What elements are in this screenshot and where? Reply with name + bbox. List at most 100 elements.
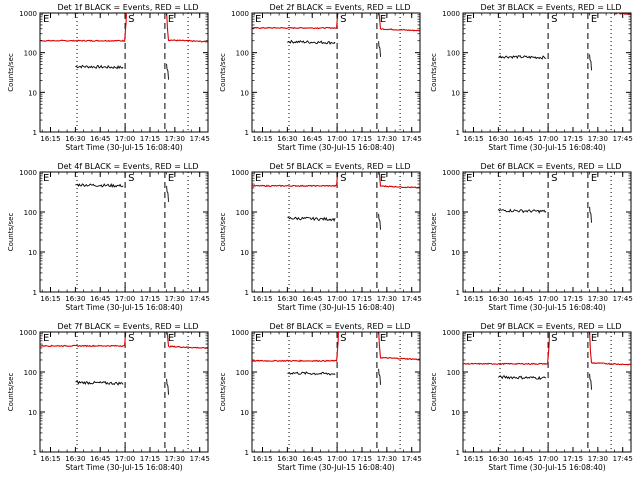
y-tick-label: 1000 bbox=[231, 10, 249, 18]
marker-label: S bbox=[128, 333, 134, 344]
x-tick-label: 17:30 bbox=[165, 455, 185, 463]
x-tick-label: 16:45 bbox=[302, 135, 322, 143]
lld-series bbox=[252, 332, 420, 363]
events-series-after bbox=[589, 206, 592, 223]
plot-frame bbox=[39, 12, 209, 133]
x-axis-label: Start Time (30-Jul-15 16:08:40) bbox=[488, 303, 605, 312]
marker-label: E bbox=[591, 14, 597, 25]
x-tick-label: 17:00 bbox=[538, 455, 558, 463]
events-series-after bbox=[166, 185, 169, 202]
panel-det-1: Det 1f BLACK = Events, RED = LLD 1 10 100 10… bbox=[7, 3, 210, 152]
plot-frame bbox=[251, 331, 421, 453]
y-tick-label: 100 bbox=[24, 369, 37, 377]
events-series-after bbox=[166, 63, 169, 80]
panel-det-8: Det 8f BLACK = Events, RED = LLD 1 10 100 10… bbox=[219, 322, 422, 472]
x-tick-label: 16:15 bbox=[252, 455, 272, 463]
y-tick-label: 1 bbox=[33, 129, 37, 137]
x-tick-label: 17:00 bbox=[327, 455, 347, 463]
events-series bbox=[75, 380, 124, 386]
x-tick-label: 17:30 bbox=[377, 455, 397, 463]
x-tick-label: 17:30 bbox=[377, 295, 397, 303]
marker-label: E bbox=[380, 333, 386, 344]
plot-area bbox=[40, 172, 189, 292]
x-axis-label: Start Time (30-Jul-15 16:08:40) bbox=[488, 143, 605, 152]
plot-frame bbox=[251, 171, 421, 293]
marker-label: E bbox=[43, 333, 49, 344]
x-tick-label: 17:00 bbox=[327, 295, 347, 303]
marker-label: S bbox=[340, 173, 346, 184]
x-axis-label: Start Time (30-Jul-15 16:08:40) bbox=[488, 463, 605, 472]
lld-series bbox=[252, 172, 420, 189]
marker-label: E bbox=[255, 173, 261, 184]
x-tick-label: 17:45 bbox=[402, 135, 422, 143]
plot-area bbox=[463, 13, 631, 132]
plot-area bbox=[40, 332, 208, 452]
y-tick-label: 10 bbox=[28, 409, 37, 417]
plot-area bbox=[252, 172, 420, 292]
x-tick-label: 17:30 bbox=[588, 295, 608, 303]
y-tick-label: 1000 bbox=[442, 329, 460, 337]
y-tick-label: 100 bbox=[236, 209, 249, 217]
x-tick-label: 16:15 bbox=[463, 295, 483, 303]
x-tick-label: 17:00 bbox=[538, 135, 558, 143]
events-series-after bbox=[589, 54, 592, 71]
y-tick-label: 1 bbox=[245, 289, 249, 297]
panel-det-5: Det 5f BLACK = Events, RED = LLD 1 10 100 10… bbox=[219, 162, 422, 312]
panel-title: Det 4f BLACK = Events, RED = LLD bbox=[57, 162, 198, 171]
plot-frame bbox=[462, 12, 632, 133]
y-tick-label: 1 bbox=[245, 129, 249, 137]
plot-area bbox=[463, 172, 612, 292]
y-tick-label: 1 bbox=[33, 449, 37, 457]
x-tick-label: 17:15 bbox=[563, 295, 583, 303]
x-axis-label: Start Time (30-Jul-15 16:08:40) bbox=[65, 463, 182, 472]
y-tick-label: 10 bbox=[240, 89, 249, 97]
y-tick-label: 100 bbox=[24, 209, 37, 217]
x-tick-label: 16:30 bbox=[277, 295, 297, 303]
x-tick-label: 17:45 bbox=[613, 455, 633, 463]
panel-det-2: Det 2f BLACK = Events, RED = LLD 1 10 100 10… bbox=[219, 3, 422, 152]
y-tick-label: 100 bbox=[447, 369, 460, 377]
y-axis-label: Counts/sec bbox=[219, 373, 227, 412]
x-tick-label: 16:30 bbox=[65, 455, 85, 463]
x-tick-label: 17:45 bbox=[190, 295, 210, 303]
x-tick-label: 17:00 bbox=[115, 455, 135, 463]
marker-label: S bbox=[551, 333, 557, 344]
x-tick-label: 16:45 bbox=[90, 295, 110, 303]
marker-label: E bbox=[168, 14, 174, 25]
y-tick-label: 100 bbox=[236, 369, 249, 377]
marker-label: S bbox=[551, 14, 557, 25]
x-tick-label: 16:15 bbox=[40, 455, 60, 463]
y-tick-label: 10 bbox=[451, 249, 460, 257]
x-tick-label: 17:00 bbox=[327, 135, 347, 143]
marker-label: S bbox=[128, 173, 134, 184]
x-tick-label: 17:30 bbox=[165, 135, 185, 143]
y-axis-label: Counts/sec bbox=[7, 213, 15, 252]
x-tick-label: 16:15 bbox=[40, 135, 60, 143]
events-series bbox=[287, 371, 336, 376]
x-tick-label: 17:15 bbox=[140, 295, 160, 303]
panel-title: Det 7f BLACK = Events, RED = LLD bbox=[57, 322, 198, 331]
lld-series bbox=[463, 332, 631, 366]
plot-frame bbox=[462, 331, 632, 453]
x-tick-label: 16:30 bbox=[65, 135, 85, 143]
x-tick-label: 17:00 bbox=[115, 295, 135, 303]
panel-det-7: Det 7f BLACK = Events, RED = LLD 1 10 100 10… bbox=[7, 322, 210, 472]
x-tick-label: 16:15 bbox=[40, 295, 60, 303]
x-axis-label: Start Time (30-Jul-15 16:08:40) bbox=[277, 303, 394, 312]
lld-series bbox=[252, 13, 420, 32]
events-series-after bbox=[378, 41, 381, 57]
panel-det-3: Det 3f BLACK = Events, RED = LLD 1 10 100 10… bbox=[430, 3, 633, 152]
x-tick-label: 16:15 bbox=[463, 135, 483, 143]
y-tick-label: 100 bbox=[24, 50, 37, 58]
x-tick-label: 16:45 bbox=[90, 455, 110, 463]
x-tick-label: 17:30 bbox=[165, 295, 185, 303]
x-tick-label: 16:30 bbox=[65, 295, 85, 303]
marker-label: E bbox=[466, 333, 472, 344]
marker-label: E bbox=[168, 173, 174, 184]
x-tick-label: 17:45 bbox=[613, 295, 633, 303]
x-tick-label: 17:15 bbox=[140, 455, 160, 463]
x-tick-label: 16:45 bbox=[513, 135, 533, 143]
events-series-after bbox=[589, 373, 592, 390]
lld-series bbox=[40, 332, 208, 350]
